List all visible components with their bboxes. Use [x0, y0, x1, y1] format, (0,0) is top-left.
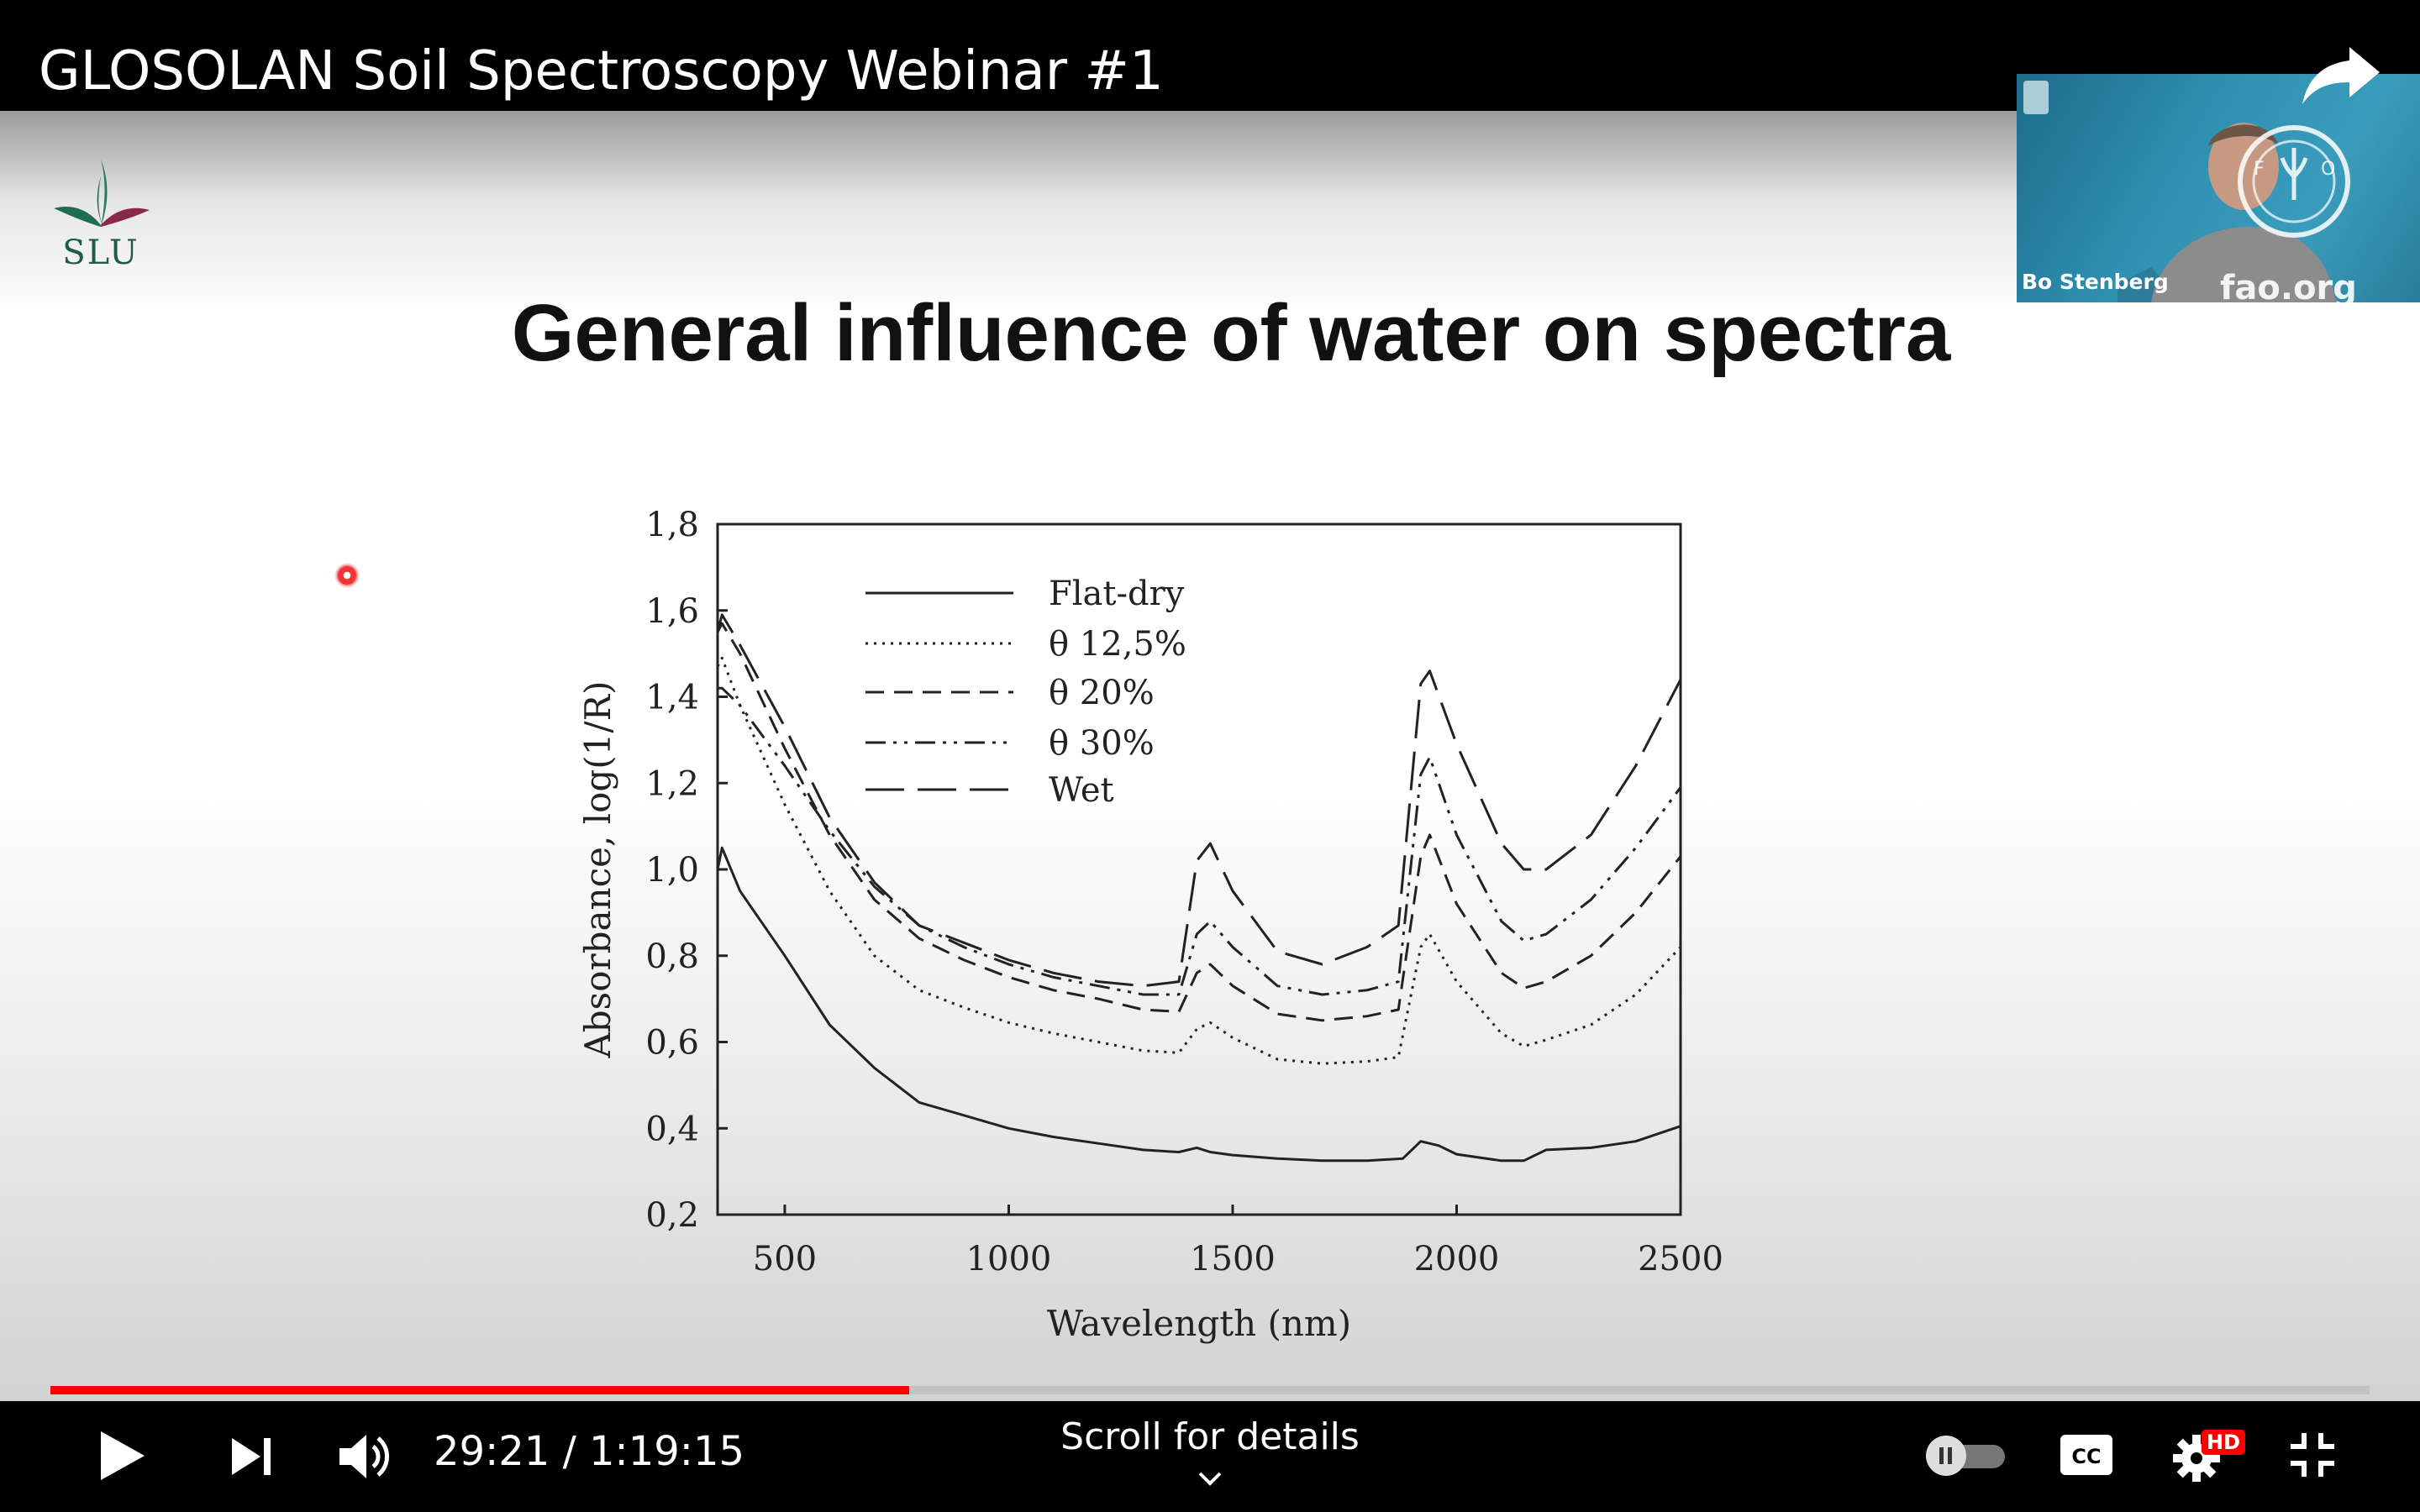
absorbance-chart: 500 1000 1500 2000 2500 0,2 0,4 0,6 0,8 1,0 1,2 1,4…: [577, 506, 1723, 1344]
y-tick-label: 0,6: [645, 1024, 699, 1063]
play-icon[interactable]: [96, 1428, 148, 1483]
video-top-bar: GLOSOLAN Soil Spectroscopy Webinar #1: [0, 0, 2420, 111]
slu-logo-text: SLU: [62, 234, 139, 269]
slu-logo: SLU: [54, 160, 150, 269]
x-tick-label: 1000: [966, 1240, 1052, 1278]
slide-title: General influence of water on spectra: [511, 288, 1951, 378]
speaker-name: Bo Stenberg: [2022, 270, 2169, 294]
y-tick-label: 1,0: [645, 851, 699, 890]
y-tick-label: 1,4: [645, 679, 699, 717]
legend-label: θ 20%: [1049, 674, 1155, 712]
share-arrow-icon[interactable]: [2299, 42, 2383, 109]
y-tick-label: 0,2: [645, 1196, 699, 1235]
progress-played: [50, 1386, 910, 1394]
series-line-2: [716, 622, 1682, 1022]
x-tick-label: 2500: [1638, 1240, 1723, 1278]
svg-text:CC: CC: [2071, 1445, 2101, 1468]
legend-label: θ 30%: [1049, 724, 1155, 763]
y-tick-label: 0,4: [645, 1110, 699, 1148]
video-title[interactable]: GLOSOLAN Soil Spectroscopy Webinar #1: [39, 40, 1164, 102]
x-tick-label: 1500: [1190, 1240, 1276, 1278]
x-tick-label: 500: [753, 1240, 817, 1278]
scroll-for-details[interactable]: Scroll for details: [1060, 1415, 1360, 1458]
legend-label: Flat-dry: [1049, 575, 1185, 613]
progress-bar[interactable]: [50, 1386, 2370, 1394]
webcam-site-label: fao.org: [2220, 269, 2357, 302]
webcam-scene: F O: [2023, 81, 2350, 302]
plot-frame: [716, 522, 1682, 1216]
volume-icon[interactable]: [338, 1431, 392, 1482]
next-track-icon[interactable]: [229, 1436, 276, 1477]
hd-badge: HD: [2202, 1430, 2246, 1455]
svg-text:O: O: [2321, 159, 2335, 180]
series-line-1: [716, 656, 1682, 1065]
time-display: 29:21 / 1:19:15: [434, 1428, 745, 1475]
y-tick-label: 1,6: [645, 592, 699, 631]
laser-pointer: [334, 563, 360, 588]
player-controls: [0, 1401, 2420, 1512]
svg-text:F: F: [2254, 159, 2265, 180]
series-line-4: [716, 613, 1682, 988]
series-line-3: [718, 686, 1682, 996]
y-axis-label: Absorbance, log(1/R): [577, 680, 618, 1058]
cc-icon[interactable]: CC: [2059, 1433, 2114, 1477]
y-tick-label: 0,8: [645, 937, 699, 976]
series-line-0: [716, 846, 1681, 1163]
x-axis-label: Wavelength (nm): [1047, 1303, 1351, 1344]
x-tick-label: 2000: [1414, 1240, 1500, 1278]
chevron-down-icon[interactable]: [1197, 1470, 1223, 1488]
slide-frame[interactable]: SLU General influence of water on spectr…: [0, 111, 2420, 1401]
autoplay-toggle-icon[interactable]: [1921, 1435, 2008, 1477]
legend-label: Wet: [1049, 771, 1114, 810]
y-tick-label: 1,2: [645, 764, 699, 803]
legend-label: θ 12,5%: [1049, 625, 1186, 664]
exit-fullscreen-icon[interactable]: [2287, 1430, 2338, 1480]
speaker-webcam[interactable]: F O Bo Stenberg fao.org: [2017, 74, 2420, 302]
y-tick-label: 1,8: [645, 506, 699, 544]
